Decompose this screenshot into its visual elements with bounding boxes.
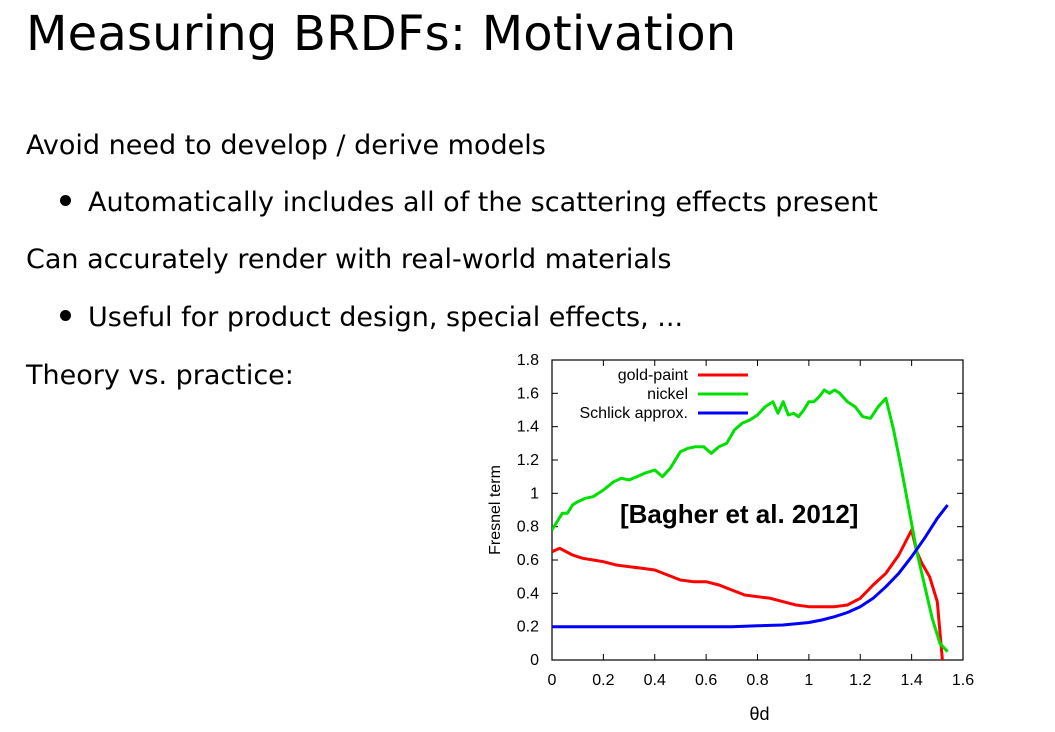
legend-label-gold-paint: gold-paint [618,367,689,384]
text-avoid-models: Avoid need to develop / derive models [26,130,546,161]
text-real-world-materials: Can accurately render with real-world ma… [26,244,671,275]
citation-annotation: [Bagher et al. 2012] [620,499,858,529]
legend-label-schlick: Schlick approx. [580,405,689,422]
y-tick-label: 0.8 [517,519,539,536]
y-tick-label: 1.4 [517,419,539,436]
x-tick-label: 0 [548,672,557,689]
line-text: Can accurately render with real-world ma… [26,244,672,275]
x-tick-label: 1.2 [849,672,871,689]
y-tick-label: 1.8 [517,352,539,369]
x-tick-label: 0.4 [644,672,666,689]
bullet-text: Useful for product design, special effec… [88,302,684,333]
legend-label-nickel: nickel [647,386,688,403]
legend: gold-paint nickel Schlick approx. [580,367,748,422]
bullet-text: Automatically includes all of the scatte… [88,187,878,218]
bullet-scattering-effects: Automatically includes all of the scatte… [60,187,878,218]
fresnel-chart: 0 0.2 0.4 0.6 0.8 1 1.2 1.4 1.6 0 0.2 0.4 0.6 0.8 1 1.2… [487,352,974,724]
series-line-schlick-approx [552,504,949,629]
y-tick-label: 1 [530,485,539,502]
tick-layer: 0 0.2 0.4 0.6 0.8 1 1.2 1.4 1.6 0 0.2 0.4 0.6 0.8 1 1.2… [517,352,974,689]
x-tick-label: 0.8 [746,672,768,689]
x-tick-label: 0.6 [695,672,717,689]
y-tick-label: 0 [530,652,539,669]
y-tick-label: 0.2 [517,619,539,636]
x-tick-label: 1.4 [901,672,923,689]
line-text: Theory vs. practice: [26,360,294,391]
x-tick-label: 1 [804,672,813,689]
line-text: Avoid need to develop / derive models [26,130,546,161]
bullet-product-design: Useful for product design, special effec… [60,302,683,333]
series-line-gold-paint [552,528,944,660]
y-tick-label: 0.4 [517,585,539,602]
y-tick-label: 0.6 [517,552,539,569]
slide-title: Measuring BRDFs: Motivation [26,6,737,62]
x-axis-label: θd [749,704,769,724]
x-tick-label: 1.6 [952,672,974,689]
series-line-nickel [552,388,949,653]
text-theory-vs-practice: Theory vs. practice: [26,360,294,391]
y-tick-label: 1.2 [517,452,539,469]
bullet-icon [60,195,71,206]
y-tick-label: 1.6 [517,385,539,402]
x-tick-label: 0.2 [592,672,614,689]
series-layer [552,388,949,660]
y-axis-label: Fresnel term [487,465,504,555]
bullet-icon [60,310,71,321]
